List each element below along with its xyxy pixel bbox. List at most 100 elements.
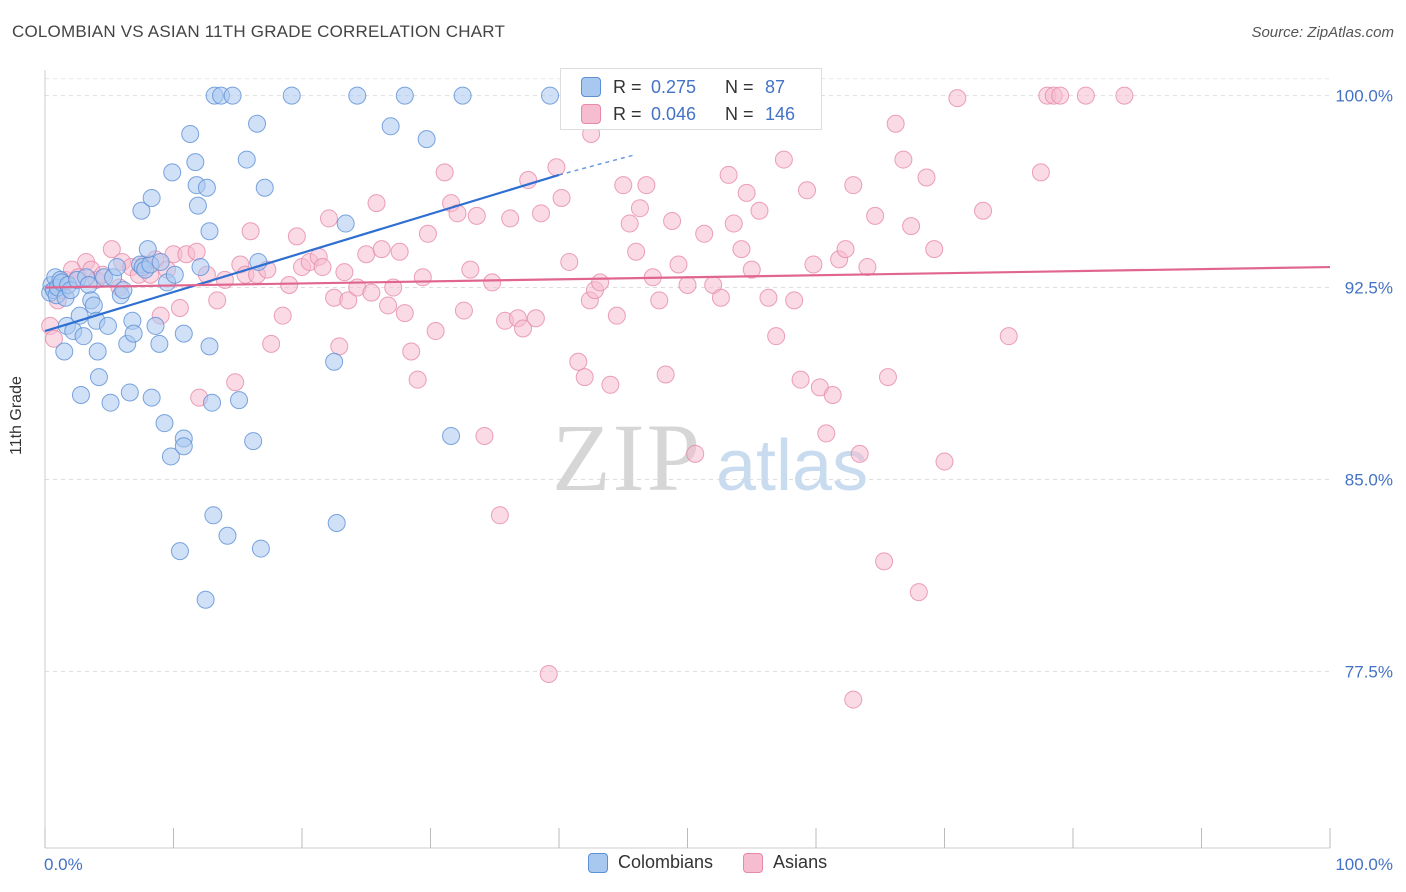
colombians-point bbox=[174, 437, 193, 456]
colombians-point bbox=[142, 188, 161, 207]
colombians-point bbox=[230, 391, 249, 410]
asians-point bbox=[686, 444, 705, 463]
colombians-point bbox=[336, 214, 355, 233]
asians-point bbox=[372, 240, 391, 259]
asians-point bbox=[767, 327, 786, 346]
colombians-point bbox=[55, 342, 74, 361]
colombians-point bbox=[223, 86, 242, 105]
asians-point bbox=[844, 176, 863, 195]
colombians-point bbox=[165, 265, 184, 284]
asians-point bbox=[1076, 86, 1095, 105]
colombians-point bbox=[197, 178, 216, 197]
n-label: N = bbox=[725, 103, 754, 124]
asians-point bbox=[273, 306, 292, 325]
asians-point bbox=[620, 214, 639, 233]
colombians-point bbox=[151, 252, 170, 271]
asians-point bbox=[669, 255, 688, 274]
asians-point bbox=[798, 181, 817, 200]
colombians-point bbox=[249, 252, 268, 271]
asians-point bbox=[750, 201, 769, 220]
tick-labels: 100.0% 92.5% 85.0% 77.5% 0.0% 100.0% bbox=[44, 87, 1393, 874]
colombians-point bbox=[251, 539, 270, 558]
asians-point bbox=[917, 168, 936, 187]
asians-point bbox=[560, 252, 579, 271]
asians-point bbox=[601, 375, 620, 394]
y-tick-label: 92.5% bbox=[1345, 279, 1393, 298]
colombians-point bbox=[200, 222, 219, 241]
colombians-point bbox=[417, 130, 436, 149]
colombians-point bbox=[453, 86, 472, 105]
colombians-point bbox=[327, 513, 346, 532]
legend-item-colombians[interactable]: Colombians bbox=[588, 852, 713, 873]
asians-point bbox=[774, 150, 793, 169]
n-label: N = bbox=[725, 76, 754, 97]
asians-point bbox=[379, 296, 398, 315]
asians-point bbox=[637, 176, 656, 195]
colombians-point bbox=[142, 388, 161, 407]
asians-legend-swatch bbox=[743, 852, 764, 873]
asians-point bbox=[878, 368, 897, 387]
x-tick-label: 100.0% bbox=[1335, 855, 1393, 874]
asians-point bbox=[711, 288, 730, 307]
colombians-point bbox=[181, 124, 200, 143]
colombians-point bbox=[71, 386, 90, 405]
asians-point bbox=[875, 552, 894, 571]
colombians-point bbox=[79, 275, 98, 294]
colombians-point bbox=[74, 327, 93, 346]
colombians-point bbox=[124, 324, 143, 343]
asians-point bbox=[408, 370, 427, 389]
asians-point bbox=[866, 206, 885, 225]
asians-point bbox=[461, 260, 480, 279]
asians-point bbox=[575, 368, 594, 387]
colombians-point bbox=[541, 86, 560, 105]
asians-point bbox=[614, 176, 633, 195]
asians-point bbox=[999, 327, 1018, 346]
asians-point bbox=[552, 188, 571, 207]
colombians-point bbox=[237, 150, 256, 169]
asians-point bbox=[1031, 163, 1050, 182]
asians-point bbox=[607, 306, 626, 325]
r-label: R = bbox=[613, 76, 642, 97]
chart-source: Source: ZipAtlas.com bbox=[1251, 24, 1394, 41]
asians-point bbox=[663, 211, 682, 230]
asians-point bbox=[724, 214, 743, 233]
asians-point bbox=[467, 206, 486, 225]
asians-point bbox=[384, 278, 403, 297]
y-tick-label: 85.0% bbox=[1345, 470, 1393, 489]
legend-label-colombians: Colombians bbox=[618, 852, 714, 872]
asians-point bbox=[547, 158, 566, 177]
colombians-point bbox=[218, 526, 237, 545]
asians-point bbox=[591, 273, 610, 292]
asians-point bbox=[532, 204, 551, 223]
colombians-point bbox=[150, 334, 169, 353]
asians-point bbox=[102, 240, 121, 259]
asians-point bbox=[319, 209, 338, 228]
asians-point bbox=[339, 291, 358, 310]
asians-point bbox=[313, 258, 332, 277]
colombians-point bbox=[203, 393, 222, 412]
bottom-legend: Colombians Asians bbox=[588, 852, 827, 873]
colombians-point bbox=[174, 324, 193, 343]
legend-item-asians[interactable]: Asians bbox=[743, 852, 827, 873]
x-tick-label: 0.0% bbox=[44, 855, 83, 874]
asians-point bbox=[630, 199, 649, 218]
axes bbox=[44, 70, 1331, 849]
asians-point bbox=[902, 217, 921, 236]
asians-point bbox=[627, 242, 646, 261]
colombians-point bbox=[325, 352, 344, 371]
colombians-trend-line bbox=[44, 173, 560, 333]
asians-point bbox=[426, 322, 445, 341]
asians-point bbox=[390, 242, 409, 261]
asians-point bbox=[280, 275, 299, 294]
asians-point bbox=[678, 275, 697, 294]
colombians-legend-swatch bbox=[588, 852, 608, 873]
colombians-point bbox=[348, 86, 367, 105]
asians-point bbox=[850, 444, 869, 463]
watermark: ZIP atlas bbox=[552, 404, 868, 511]
asians-point bbox=[262, 334, 281, 353]
colombians-point bbox=[188, 196, 207, 215]
asians-point bbox=[335, 263, 354, 282]
colombians-point bbox=[282, 86, 301, 105]
colombians-swatch bbox=[581, 77, 601, 97]
colombians-trend-extension bbox=[558, 153, 637, 176]
